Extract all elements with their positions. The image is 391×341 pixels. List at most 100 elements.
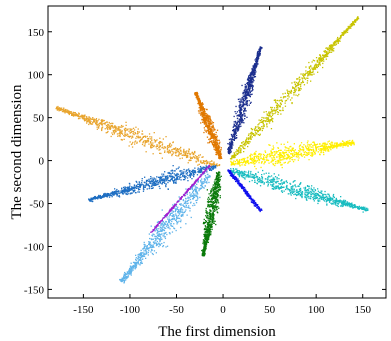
data-point [138,186,141,188]
data-point [328,201,331,203]
data-point [336,40,338,42]
data-point [104,128,106,130]
data-point [330,145,332,147]
data-point [267,176,270,178]
data-point [161,141,163,143]
data-point [88,117,90,119]
data-point [149,178,152,180]
data-point [253,70,256,72]
data-point [281,182,283,184]
data-point [87,121,89,123]
data-point [197,110,200,112]
data-point [273,99,275,101]
data-point [164,180,166,182]
data-point [213,134,216,136]
data-point [176,155,178,157]
data-point [145,248,147,250]
data-point [173,170,175,172]
data-point [205,159,208,162]
data-point [192,152,194,154]
data-point [245,86,247,88]
data-point [351,202,353,204]
data-point [342,200,344,202]
data-point [326,52,328,54]
data-point [202,112,205,114]
data-point [259,178,261,180]
data-point [166,149,169,151]
data-point [212,140,214,142]
data-point [214,142,216,144]
data-point [121,187,123,189]
data-point [280,187,282,189]
data-point [102,196,104,198]
data-point [252,177,255,179]
data-point [353,206,355,208]
data-point [184,152,186,154]
data-point [138,131,140,133]
data-point [189,170,191,172]
data-point [188,159,190,162]
data-point [236,163,238,165]
data-point [141,252,143,254]
data-point [287,98,289,100]
data-point [277,185,279,187]
data-point [271,188,273,190]
data-point [239,122,241,124]
data-point [123,138,125,140]
data-point [271,179,273,181]
data-point [125,189,127,191]
data-point [300,88,302,90]
data-point [238,163,241,165]
data-point [286,158,288,160]
data-point [146,179,148,181]
data-point [275,99,277,102]
data-point [201,105,203,107]
data-point [160,176,162,178]
data-point [244,161,246,164]
data-point [298,146,301,148]
data-point [196,93,198,96]
data-point [248,104,250,106]
data-point [220,153,222,155]
data-point [211,143,214,146]
data-point [145,185,147,187]
data-point [203,168,205,170]
data-point [282,152,284,154]
data-point [186,172,188,174]
data-point [136,141,138,143]
data-point [336,142,338,144]
data-point [238,159,241,161]
data-point [148,178,150,180]
data-point [228,146,230,149]
data-point [266,153,269,156]
data-point [146,140,148,142]
data-point [170,170,172,172]
data-point [159,177,162,179]
data-point [256,61,258,63]
data-point [289,193,291,195]
data-point [292,154,294,157]
data-point [137,186,139,188]
data-point [340,201,342,204]
data-point [89,200,91,202]
data-point [185,173,187,175]
data-point [229,158,232,160]
data-point [254,63,256,65]
data-point [196,174,199,176]
data-point [246,88,249,90]
data-point [331,147,334,149]
data-point [323,153,325,156]
data-point [312,154,314,156]
data-point [328,51,330,53]
data-point [247,93,249,95]
data-point [245,143,247,145]
data-point [270,108,273,110]
data-point [237,114,239,116]
data-point [324,56,326,58]
data-point [213,162,215,164]
data-point [291,82,293,84]
data-point [115,192,117,195]
data-point [189,174,191,176]
data-point [308,159,310,161]
data-point [167,145,169,147]
